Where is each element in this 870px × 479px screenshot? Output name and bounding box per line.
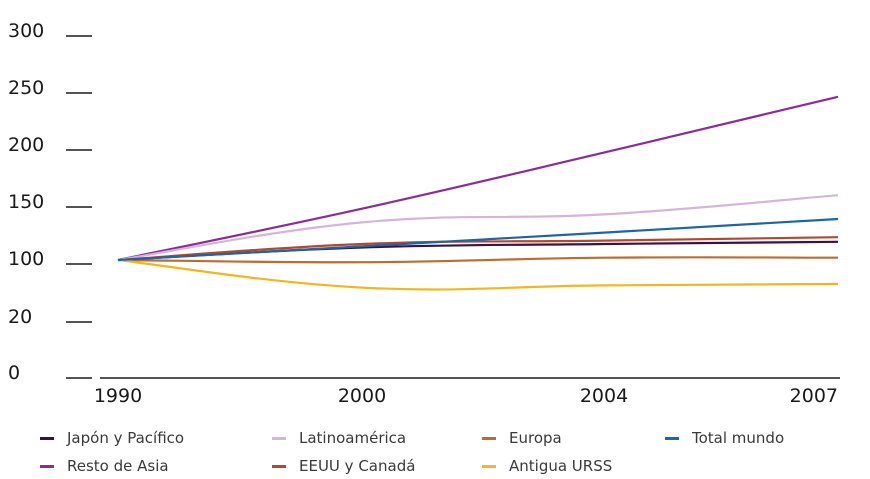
legend-item: Japón y Pacífico <box>40 427 184 449</box>
legend-item: Total mundo <box>665 427 784 449</box>
x-axis: 1990 2000 2004 2007 <box>94 377 840 407</box>
legend-label: Latinoamérica <box>299 429 407 447</box>
legend: Japón y Pacífico Latinoamérica Europa Total… <box>40 427 860 477</box>
legend-item: Latinoamérica <box>272 427 406 449</box>
legend-swatch <box>40 436 54 440</box>
legend-label: Total mundo <box>692 429 785 447</box>
x-tick-label: 2007 <box>790 385 838 407</box>
y-tick-label: 20 <box>8 306 32 328</box>
legend-swatch <box>482 464 496 468</box>
legend-swatch <box>272 436 286 440</box>
y-tick-label: 150 <box>8 191 44 213</box>
y-tick-label: 0 <box>8 362 20 384</box>
legend-item: Europa <box>482 427 562 449</box>
legend-label: Antigua URSS <box>509 457 613 475</box>
y-tick-label: 100 <box>8 248 44 270</box>
x-tick-label: 2004 <box>580 385 628 407</box>
y-tick-label: 250 <box>8 77 44 99</box>
series-line-total-mundo <box>117 217 839 262</box>
legend-swatch <box>482 436 496 440</box>
x-tick-label: 1990 <box>94 385 142 407</box>
legend-label: Europa <box>509 429 562 447</box>
legend-item: EEUU y Canadá <box>272 455 415 477</box>
legend-label: Resto de Asia <box>67 457 169 475</box>
legend-item: Antigua URSS <box>482 455 612 477</box>
y-tick-label: 300 <box>8 20 44 42</box>
series-line-latinoam-rica <box>117 194 839 262</box>
legend-swatch <box>665 436 679 440</box>
x-tick-label: 2000 <box>338 385 386 407</box>
series-line-europa <box>117 256 839 264</box>
legend-label: Japón y Pacífico <box>67 429 185 447</box>
legend-item: Resto de Asia <box>40 455 169 477</box>
series-line-antigua-urss <box>117 258 839 291</box>
legend-swatch <box>40 464 54 468</box>
series-line-resto-de-asia <box>117 95 839 262</box>
series-lines <box>117 95 839 291</box>
legend-label: EEUU y Canadá <box>299 457 416 475</box>
legend-swatch <box>272 464 286 468</box>
y-tick-label: 200 <box>8 134 44 156</box>
series-line-eeuu-y-canad- <box>117 236 839 262</box>
